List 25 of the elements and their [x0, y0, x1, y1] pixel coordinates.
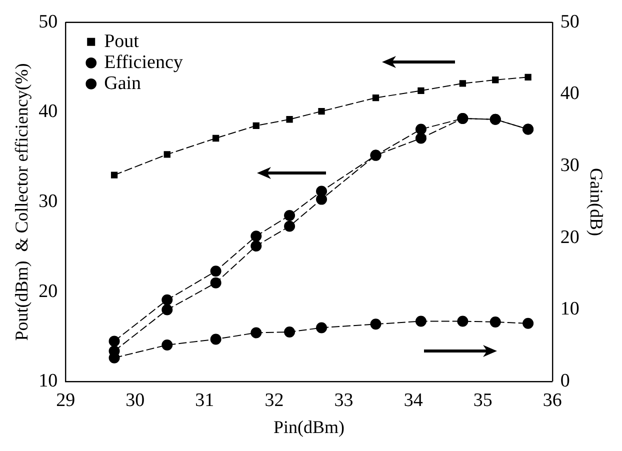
y-axis-title: Pout(dBm) & Collector efficiency(%) [12, 63, 32, 341]
y-tick-label: 40 [38, 101, 58, 122]
y-tick-label: 50 [38, 11, 58, 32]
x-tick-label: 32 [264, 390, 284, 411]
y2-tick-label: 50 [560, 11, 580, 32]
legend-label: Pout [104, 30, 140, 52]
y2-tick-label: 10 [560, 298, 580, 320]
legend-label: Gain [104, 72, 142, 94]
x-axis-title: Pin(dBm) [273, 416, 345, 437]
x-tick-label: 33 [334, 390, 354, 411]
y-tick-label: 30 [38, 190, 58, 212]
x-tick-label: 35 [473, 390, 492, 411]
y2-tick-label: 0 [560, 370, 570, 392]
x-tick-label: 31 [195, 390, 214, 411]
x-tick-label: 29 [56, 390, 76, 411]
y-tick-label: 10 [38, 370, 58, 392]
x-tick-label: 30 [126, 390, 145, 411]
x-tick-label: 36 [542, 390, 562, 411]
x-tick-label: 34 [404, 390, 424, 411]
y-tick-label: 20 [38, 280, 58, 302]
y2-axis-title: Gain(dB) [586, 168, 606, 236]
y2-tick-label: 40 [560, 83, 580, 104]
legend-label: Efficiency [104, 52, 184, 73]
y2-tick-label: 20 [560, 226, 580, 248]
y2-tick-label: 30 [560, 155, 580, 176]
